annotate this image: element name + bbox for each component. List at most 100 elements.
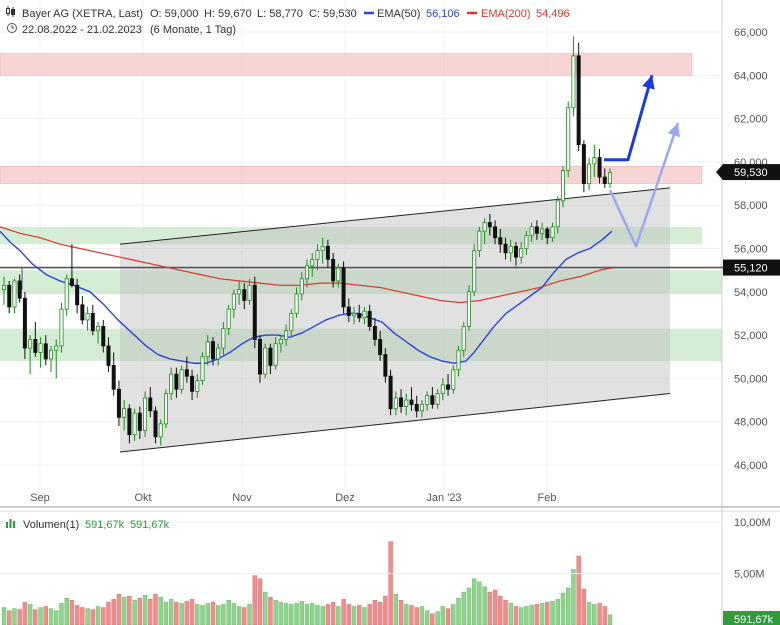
candle-body	[513, 245, 518, 258]
candle-body	[440, 384, 445, 394]
candle-body	[336, 267, 341, 282]
time-axis: Sep Okt Nov Dez Jan '23 Feb	[30, 492, 556, 504]
candle-body	[101, 326, 106, 347]
volume-bar	[158, 596, 163, 625]
volume-bar	[48, 608, 54, 625]
candle-body	[69, 278, 74, 286]
volume-bar	[330, 602, 336, 625]
candle	[90, 304, 95, 336]
volume-bar	[513, 606, 519, 625]
resistance-zone	[0, 165, 703, 184]
volume-bar	[550, 601, 555, 625]
ema200-legend-label[interactable]: EMA(200)	[481, 8, 531, 20]
volume-label: Volumen(1)	[23, 519, 79, 531]
candle-body	[519, 248, 524, 258]
volume-bar	[210, 602, 216, 625]
support-zone	[0, 328, 722, 362]
candle	[566, 101, 571, 178]
candle	[482, 218, 487, 245]
candle-body	[221, 328, 226, 349]
candle	[513, 242, 518, 266]
volume-bar	[414, 607, 419, 625]
candle-body	[466, 291, 471, 327]
volume-bar	[95, 606, 101, 625]
candle-body	[446, 384, 451, 390]
candle	[341, 261, 346, 314]
candle	[96, 322, 101, 344]
candle	[404, 393, 409, 416]
volume-bar	[377, 602, 383, 625]
candle	[581, 140, 586, 193]
chart-header: Bayer AG (XETRA, Last) O: 59,000 H: 59,6…	[6, 6, 570, 36]
volume-bar	[440, 606, 446, 625]
candle	[451, 365, 456, 394]
candle	[399, 389, 404, 414]
candle-body	[148, 397, 153, 412]
volume-bar	[153, 593, 158, 625]
candle-body	[169, 373, 174, 394]
candle	[12, 278, 17, 314]
candle-body	[294, 293, 299, 314]
volume-bar	[508, 603, 513, 625]
candle-body	[153, 410, 158, 438]
volume-bar	[388, 541, 393, 625]
volume-bar	[7, 610, 12, 625]
volume-bar	[236, 606, 242, 625]
candle	[576, 42, 581, 152]
candle	[550, 222, 555, 243]
candle-body	[404, 399, 409, 407]
volume-bar	[487, 591, 493, 625]
candle-body	[80, 304, 85, 321]
candle-body	[2, 284, 7, 291]
candle-body	[419, 403, 424, 412]
volume-bar	[38, 607, 43, 625]
volume-bar	[315, 605, 320, 625]
volume-bar	[367, 604, 372, 625]
candle	[195, 374, 200, 398]
volume-last-label: 591,67k	[734, 614, 774, 625]
candle	[466, 285, 471, 331]
volume-bar	[560, 592, 566, 625]
price-tick-label: 52,000	[734, 330, 768, 342]
volume-bar	[597, 603, 602, 625]
volume-bar	[456, 598, 461, 625]
volume-bar	[148, 599, 153, 625]
candle	[383, 348, 388, 383]
volume-bar	[205, 603, 210, 625]
resistance-zone	[0, 53, 693, 76]
candle	[529, 222, 534, 243]
volume-bar	[80, 607, 85, 625]
price-tick-label: 64,000	[734, 70, 768, 82]
candle-body	[54, 345, 59, 351]
candle	[440, 378, 445, 401]
volume-bar	[252, 575, 257, 625]
candle	[425, 391, 430, 411]
candle	[461, 322, 466, 357]
candle-body	[22, 297, 27, 349]
price-tick-label: 54,000	[734, 287, 768, 299]
candle-body	[184, 369, 189, 377]
volume-value-1: 591,67k	[85, 519, 125, 531]
candle	[310, 252, 315, 277]
volume-bar	[59, 603, 64, 625]
candle	[336, 263, 341, 288]
candle-body	[529, 226, 534, 236]
trend-channel	[119, 187, 671, 453]
volume-bar	[346, 604, 351, 625]
volume-bar	[409, 605, 414, 625]
projection-path	[604, 74, 654, 162]
volume-bar	[445, 608, 451, 625]
candle	[315, 244, 320, 271]
candle-body	[116, 388, 121, 418]
candle	[430, 387, 435, 409]
volume-bar	[168, 599, 174, 625]
candle	[17, 274, 22, 303]
candle	[519, 242, 524, 264]
candle-body	[451, 369, 456, 390]
candles-icon[interactable]	[6, 6, 15, 17]
ema50-legend-label[interactable]: EMA(50)	[377, 8, 420, 20]
volume-bar	[602, 606, 607, 625]
volume-bar	[69, 600, 75, 625]
volume-bar	[555, 599, 560, 625]
